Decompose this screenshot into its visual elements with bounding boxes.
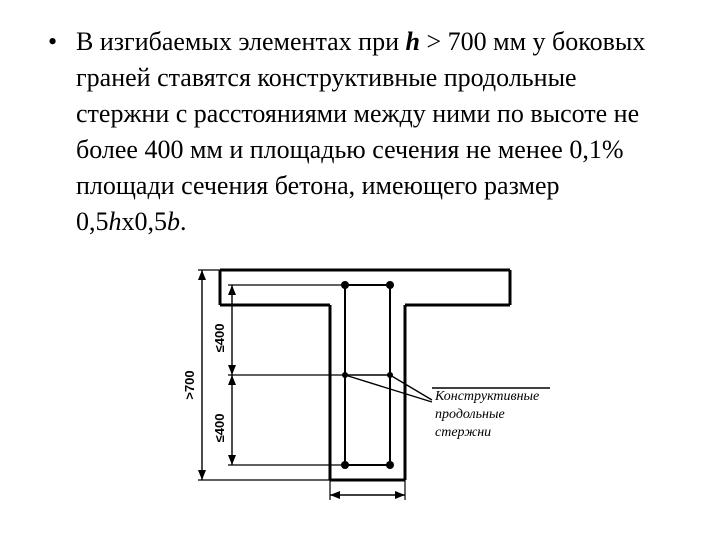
flange (220, 270, 510, 305)
dim-400b-label: ≤400 (212, 414, 227, 443)
text-mid: х0,5 (122, 207, 168, 236)
text-prefix: В изгибаемых элементах при (76, 27, 406, 56)
dim-h-label: >700 (182, 370, 197, 399)
text-after-h: > 700 мм у боковых граней ставятся конст… (76, 27, 645, 236)
web (330, 305, 405, 480)
annot-line1: Конструктивные (434, 389, 539, 404)
var-h2: h (109, 207, 122, 236)
text-tail: . (180, 207, 187, 236)
dim-height: >700 ≤400 ≤400 (182, 270, 345, 480)
var-h: h (406, 27, 420, 56)
slide: • В изгибаемых элементах при h > 700 мм … (0, 0, 720, 540)
annot-line3: стержни (435, 425, 491, 440)
annot-line2: продольные (435, 407, 505, 422)
dim-width (330, 480, 405, 500)
dim-400a-label: ≤400 (212, 324, 227, 353)
bullet-item: • В изгибаемых элементах при h > 700 мм … (48, 24, 672, 240)
figure: >700 ≤400 ≤400 Конструктивные продольные… (160, 250, 560, 520)
var-b: b (167, 207, 180, 236)
bullet-marker: • (48, 24, 76, 60)
cross-section-svg: >700 ≤400 ≤400 Конструктивные продольные… (160, 250, 560, 520)
annotation: Конструктивные продольные стержни (345, 375, 550, 440)
bullet-text: В изгибаемых элементах при h > 700 мм у … (76, 24, 672, 240)
